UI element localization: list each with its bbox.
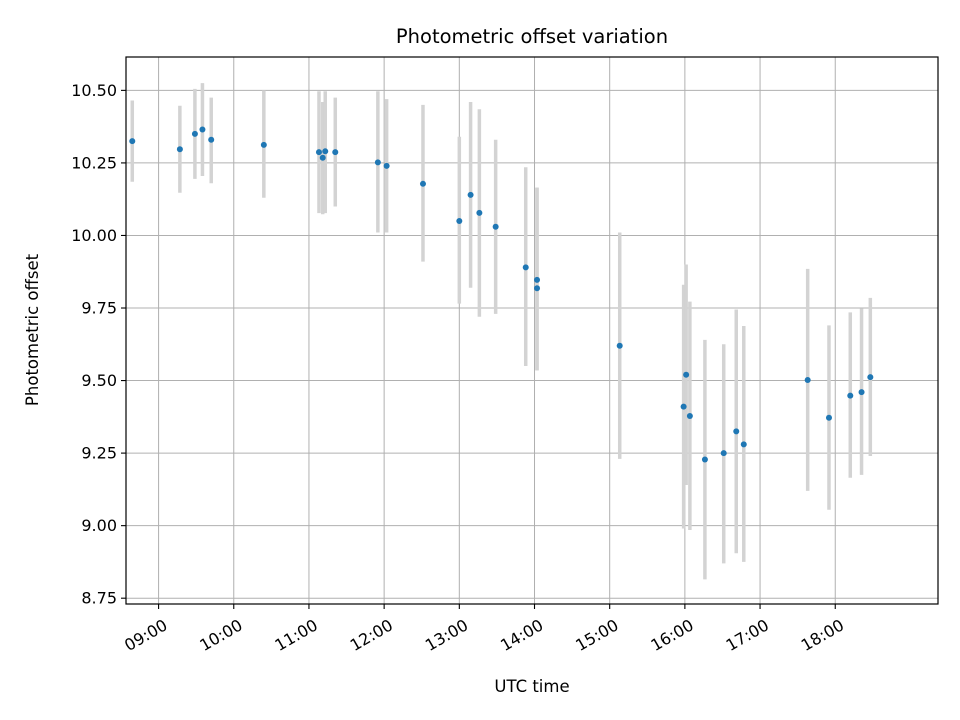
chart-title: Photometric offset variation bbox=[396, 25, 668, 48]
data-point bbox=[374, 159, 381, 166]
data-point bbox=[191, 130, 198, 137]
data-point bbox=[315, 149, 322, 156]
data-point bbox=[260, 141, 267, 148]
data-point bbox=[534, 285, 541, 292]
data-point bbox=[825, 414, 832, 421]
y-tick-label: 9.25 bbox=[81, 444, 117, 463]
data-point bbox=[199, 126, 206, 133]
y-tick-label: 8.75 bbox=[81, 589, 117, 608]
data-point bbox=[467, 191, 474, 198]
data-point bbox=[319, 154, 326, 161]
y-tick-label: 9.75 bbox=[81, 299, 117, 318]
plot-frame bbox=[125, 56, 939, 605]
data-point bbox=[176, 146, 183, 153]
data-point bbox=[847, 392, 854, 399]
y-tick-label: 10.25 bbox=[71, 153, 117, 172]
y-tick-label: 9.50 bbox=[81, 371, 117, 390]
data-point bbox=[492, 223, 499, 230]
data-point bbox=[701, 456, 708, 463]
x-axis-label: UTC time bbox=[494, 677, 569, 696]
y-tick-label: 9.00 bbox=[81, 516, 117, 535]
data-point bbox=[383, 162, 390, 169]
data-point bbox=[720, 450, 727, 457]
data-point bbox=[208, 136, 215, 143]
data-point bbox=[804, 376, 811, 383]
data-point bbox=[616, 342, 623, 349]
data-point bbox=[858, 389, 865, 396]
data-point bbox=[680, 403, 687, 410]
data-point bbox=[522, 264, 529, 271]
data-point bbox=[686, 412, 693, 419]
y-tick-label: 10.00 bbox=[71, 226, 117, 245]
data-point bbox=[683, 371, 690, 378]
y-axis-label: Photometric offset bbox=[23, 253, 42, 406]
data-point bbox=[534, 276, 541, 283]
data-point bbox=[456, 217, 463, 224]
data-point bbox=[740, 441, 747, 448]
data-point bbox=[476, 209, 483, 216]
data-point bbox=[332, 149, 339, 156]
data-points bbox=[129, 126, 874, 463]
y-tick-label: 10.50 bbox=[71, 81, 117, 100]
data-point bbox=[129, 138, 136, 145]
data-point bbox=[867, 374, 874, 381]
grid-lines bbox=[126, 57, 938, 604]
data-point bbox=[419, 180, 426, 187]
data-point bbox=[733, 428, 740, 435]
data-point bbox=[322, 148, 329, 155]
